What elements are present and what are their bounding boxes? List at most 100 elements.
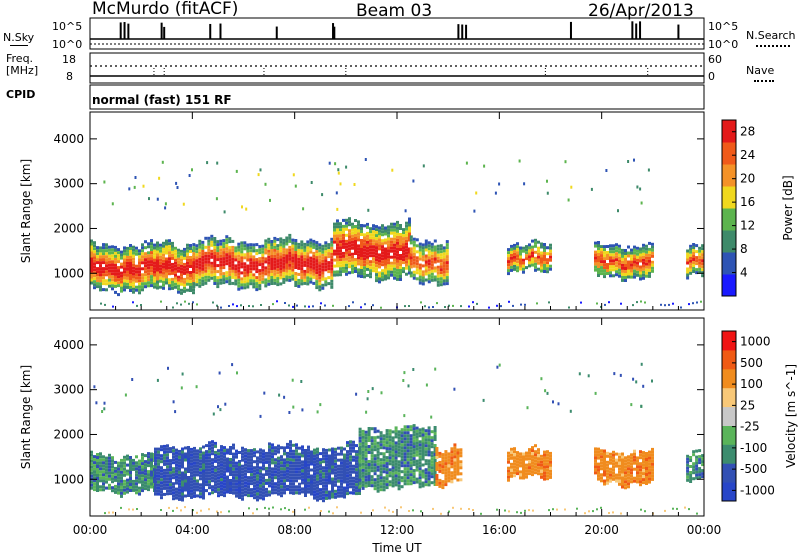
scatter-cell bbox=[531, 263, 534, 267]
scatter-cell bbox=[692, 246, 696, 249]
scatter-cell bbox=[310, 453, 313, 457]
scatter-cell bbox=[686, 460, 690, 464]
scatter-cell bbox=[270, 252, 274, 255]
scatter-cell bbox=[642, 466, 645, 470]
scatter-cell bbox=[618, 473, 621, 477]
scatter-cell bbox=[294, 278, 298, 281]
scatter-cell bbox=[333, 222, 336, 226]
scatter-cell bbox=[307, 463, 310, 467]
scatter-cell bbox=[243, 271, 247, 275]
scatter-cell bbox=[283, 473, 286, 477]
scatter-cell bbox=[388, 432, 392, 436]
scatter-cell bbox=[129, 486, 132, 489]
scatter-cell bbox=[261, 274, 265, 278]
scatter-cell bbox=[276, 244, 280, 248]
colorbar-segment bbox=[722, 230, 736, 253]
scatter-cell bbox=[400, 437, 404, 441]
scatter-cell bbox=[357, 253, 360, 257]
scatter-cell bbox=[376, 483, 380, 487]
scatter-cell bbox=[336, 222, 339, 226]
scatter-cell bbox=[300, 276, 304, 280]
scatter-cell bbox=[279, 258, 283, 262]
scatter-cell bbox=[525, 251, 528, 255]
scatter-cell bbox=[606, 451, 609, 455]
scatter-cell bbox=[271, 479, 274, 483]
scatter-cell bbox=[421, 249, 425, 253]
scatter-cell bbox=[184, 458, 187, 462]
scatter-cell bbox=[282, 271, 286, 275]
scatter-cell bbox=[129, 289, 132, 292]
noise-cell bbox=[448, 510, 450, 513]
scatter-cell bbox=[255, 285, 259, 289]
scatter-cell bbox=[415, 480, 419, 484]
scatter-cell bbox=[433, 254, 437, 258]
scatter-cell bbox=[132, 464, 135, 468]
scatter-cell bbox=[327, 261, 331, 265]
scatter-cell bbox=[258, 287, 262, 291]
scatter-cell bbox=[147, 269, 150, 273]
scatter-cell bbox=[406, 458, 410, 462]
scatter-cell bbox=[285, 242, 289, 246]
scatter-cell bbox=[120, 470, 123, 474]
scatter-cell bbox=[378, 271, 381, 275]
scatter-cell bbox=[255, 270, 259, 274]
scatter-cell bbox=[267, 276, 271, 280]
scatter-cell bbox=[105, 474, 108, 478]
scatter-cell bbox=[301, 469, 304, 473]
scatter-cell bbox=[340, 449, 343, 453]
noise-cell bbox=[472, 301, 474, 304]
scatter-cell bbox=[207, 266, 211, 270]
scatter-cell bbox=[427, 444, 431, 448]
scatter-cell bbox=[642, 252, 645, 256]
scatter-cell bbox=[171, 283, 174, 287]
scatter-cell bbox=[199, 474, 202, 478]
scatter-cell bbox=[204, 254, 208, 258]
scatter-cell bbox=[237, 278, 241, 282]
scatter-cell bbox=[198, 245, 202, 249]
noise-cell bbox=[596, 302, 598, 305]
scatter-cell bbox=[436, 253, 440, 257]
scatter-cell bbox=[372, 239, 375, 243]
scatter-cell bbox=[507, 475, 510, 479]
scatter-cell bbox=[543, 267, 546, 270]
scatter-cell bbox=[399, 242, 402, 245]
scatter-cell bbox=[450, 459, 454, 463]
scatter-cell bbox=[210, 267, 214, 271]
scatter-cell bbox=[609, 247, 612, 251]
scatter-cell bbox=[208, 444, 211, 448]
scatter-cell bbox=[160, 475, 163, 479]
scatter-cell bbox=[237, 254, 241, 258]
scatter-cell bbox=[396, 244, 399, 248]
scatter-cell bbox=[346, 459, 349, 463]
scatter-cell bbox=[364, 484, 368, 488]
scatter-cell bbox=[363, 257, 366, 261]
scatter-cell bbox=[594, 459, 597, 463]
scatter-cell bbox=[546, 453, 549, 457]
scatter-cell bbox=[408, 247, 411, 251]
scatter-cell bbox=[409, 443, 413, 447]
scatter-cell bbox=[312, 275, 316, 279]
scatter-cell bbox=[373, 445, 377, 449]
scatter-cell bbox=[187, 455, 190, 458]
scatter-cell bbox=[510, 256, 513, 260]
scatter-cell bbox=[288, 245, 292, 249]
scatter-cell bbox=[412, 472, 416, 476]
sparse-cell bbox=[640, 362, 643, 366]
scatter-cell bbox=[243, 280, 247, 284]
scatter-cell bbox=[246, 276, 250, 280]
scatter-cell bbox=[351, 237, 354, 241]
scatter-cell bbox=[339, 225, 342, 229]
scatter-cell bbox=[415, 477, 419, 481]
scatter-cell bbox=[132, 485, 135, 489]
colorbar-segment bbox=[722, 120, 736, 143]
scatter-cell bbox=[363, 242, 366, 246]
scatter-cell bbox=[639, 247, 642, 251]
scatter-cell bbox=[147, 470, 150, 474]
sparse-cell bbox=[236, 371, 238, 375]
scatter-cell bbox=[232, 473, 235, 477]
colorbar-label: Velocity [m s^-1] bbox=[784, 364, 798, 468]
scatter-cell bbox=[370, 463, 374, 467]
noise-cell bbox=[580, 301, 582, 304]
noise-cell bbox=[644, 301, 646, 304]
scatter-cell bbox=[201, 243, 205, 247]
